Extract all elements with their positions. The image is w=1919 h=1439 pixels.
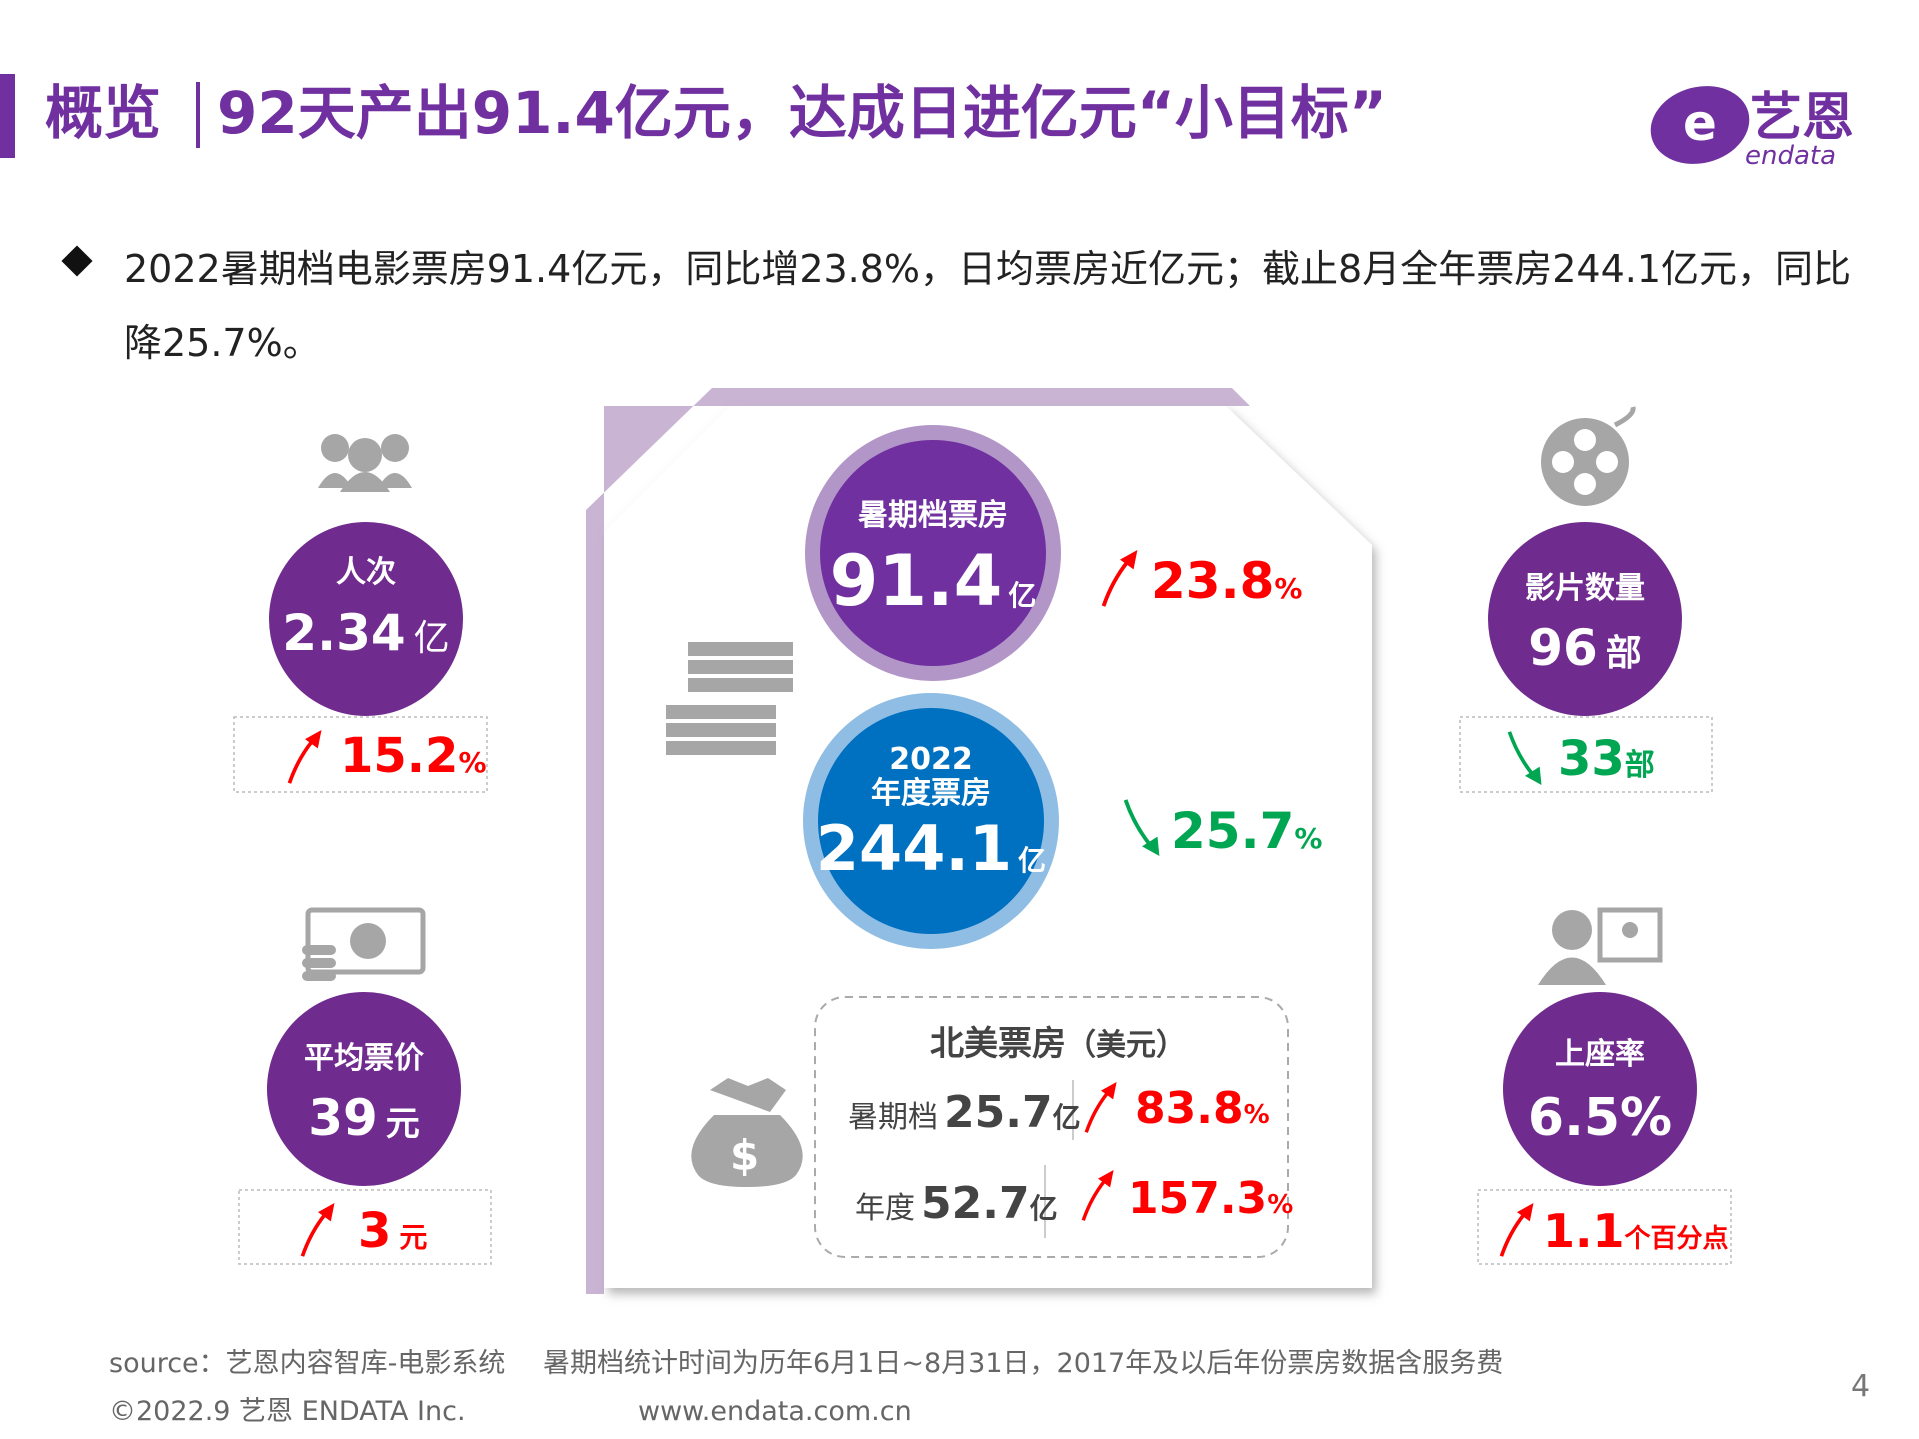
films-change: 33 (1558, 731, 1625, 787)
summer-change: 23.8 (1151, 552, 1274, 610)
page-number: 4 (1851, 1369, 1870, 1404)
na-row-label: 暑期档 (848, 1100, 938, 1135)
admissions-circle (269, 522, 463, 716)
admissions-value-line: 2.34 亿 (282, 604, 449, 662)
audience-icon (1538, 907, 1663, 985)
films-label: 影片数量 (1525, 571, 1645, 606)
na-row-change-unit: % (1244, 1100, 1270, 1130)
na-title-line: 北美票房（美元） (930, 1024, 1186, 1064)
dollar-sign: $ (730, 1131, 759, 1180)
occupancy-circle (1503, 992, 1697, 1186)
price-value-line: 39 元 (308, 1089, 420, 1147)
na-row-change: 83.8 (1135, 1083, 1244, 1134)
admissions-label: 人次 (336, 555, 396, 590)
footer-copyright: ©2022.9 艺恩 ENDATA Inc. (109, 1396, 466, 1427)
subtitle: 92天产出91.4亿元，达成日进亿元“小目标” (217, 79, 1387, 147)
films-value-line: 96 部 (1528, 619, 1642, 677)
occupancy-change-line: 1.1个百分点 (1543, 1204, 1729, 1258)
title: 概览 (45, 79, 161, 147)
summer-change-line: 23.8% (1151, 552, 1302, 610)
admissions-change-unit: % (458, 746, 486, 779)
up-arrow (300, 1203, 337, 1258)
na-row-label: 年度 (855, 1191, 915, 1226)
na-box (814, 996, 1289, 1258)
na-row-value: 52.7 (921, 1178, 1030, 1229)
annual-label: 年度票房 (871, 776, 991, 811)
price-change: 3 (358, 1203, 391, 1259)
na-row: 暑期档 25.7亿 (848, 1087, 1081, 1138)
na-row-change-unit: % (1267, 1190, 1293, 1220)
change-box (238, 1189, 492, 1265)
annual-year: 2022 (889, 742, 973, 777)
ticket-icon (302, 907, 426, 981)
annual-change-line: 25.7% (1171, 802, 1322, 860)
summer-unit: 亿 (1008, 579, 1036, 612)
summer-change-unit: % (1274, 572, 1302, 605)
films-value: 96 (1528, 619, 1598, 677)
na-row: 年度 52.7亿 (855, 1178, 1058, 1229)
price-change-unit: 元 (399, 1221, 427, 1254)
annual-change-unit: % (1294, 822, 1322, 855)
logo-en: endata (1745, 141, 1836, 171)
bullet-text: 2022暑期档电影票房91.4亿元，同比增23.8%，日均票房近亿元；截止8月全… (124, 247, 1851, 365)
logo-letter: e (1683, 94, 1717, 152)
annual-unit: 亿 (1018, 844, 1046, 877)
annual-change: 25.7 (1171, 802, 1294, 860)
films-change-line: 33部 (1558, 731, 1655, 787)
occupancy-value: 6.5% (1528, 1088, 1672, 1148)
na-row-change-line: 157.3% (1128, 1173, 1293, 1224)
logo-mark (1650, 86, 1750, 164)
change-box (1477, 1189, 1732, 1265)
na-row-unit: 亿 (1053, 1101, 1081, 1134)
admissions-value: 2.34 (282, 604, 405, 662)
occupancy-change-unit: 个百分点 (1625, 1223, 1729, 1254)
na-row-unit: 亿 (1030, 1192, 1058, 1225)
annual-value: 244.1 (816, 812, 1012, 885)
footer-note: 暑期档统计时间为历年6月1日~8月31日，2017年及以后年份票房数据含服务费 (543, 1348, 1503, 1379)
occupancy-change: 1.1 (1543, 1204, 1625, 1258)
summer-label: 暑期档票房 (858, 498, 1008, 533)
na-row-value: 25.7 (944, 1087, 1053, 1138)
price-label: 平均票价 (304, 1041, 424, 1076)
people-icon (318, 434, 412, 492)
money-bag-icon: $ (691, 1078, 803, 1187)
films-circle (1488, 522, 1682, 716)
price-circle (267, 992, 461, 1186)
footer-source: source：艺恩内容智库-电影系统 (109, 1348, 505, 1379)
admissions-change: 15.2 (340, 728, 458, 784)
summer-value: 91.4 (830, 540, 1003, 622)
annual-circle (818, 708, 1044, 934)
price-value: 39 (308, 1089, 378, 1147)
title-separator (196, 82, 200, 148)
summer-value-line: 91.4 亿 (830, 540, 1037, 622)
films-unit: 部 (1606, 633, 1642, 674)
occupancy-label: 上座率 (1555, 1037, 1645, 1072)
change-box (1459, 716, 1713, 793)
admissions-change-line: 15.2% (340, 728, 487, 784)
na-note: （美元） (1066, 1028, 1186, 1063)
film-reel-icon (1541, 406, 1636, 506)
down-arrow (1507, 730, 1544, 785)
cash-icon (666, 642, 793, 755)
na-row-change-line: 83.8% (1135, 1083, 1270, 1134)
summer-circle (820, 440, 1046, 666)
logo-cn: 艺恩 (1750, 88, 1854, 148)
up-arrow (287, 730, 324, 785)
footer-url: www.endata.com.cn (638, 1396, 912, 1427)
na-title: 北美票房 (930, 1024, 1066, 1064)
na-row-change: 157.3 (1128, 1173, 1267, 1224)
change-box (233, 716, 488, 793)
admissions-unit: 亿 (414, 618, 450, 659)
annual-value-line: 244.1 亿 (816, 812, 1046, 885)
title-bar (0, 74, 15, 158)
price-unit: 元 (386, 1104, 420, 1144)
films-change-unit: 部 (1625, 748, 1655, 783)
up-arrow (1499, 1203, 1536, 1258)
